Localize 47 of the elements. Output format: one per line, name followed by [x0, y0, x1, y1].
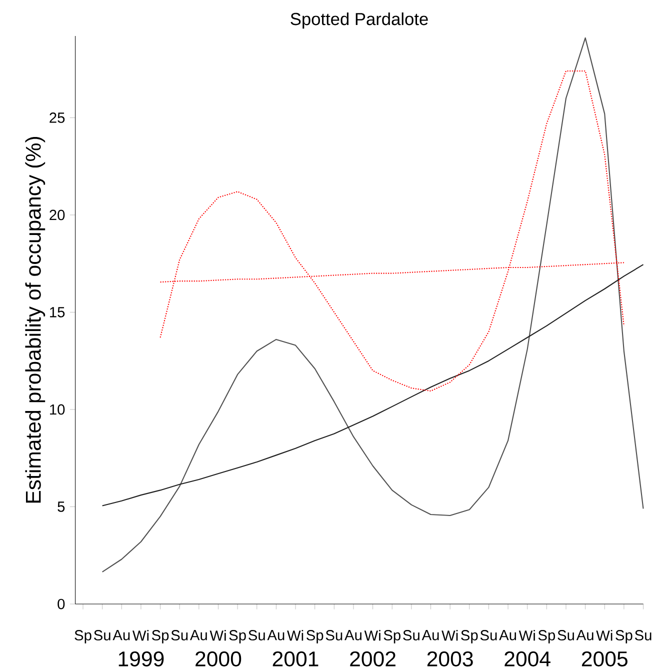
y-tick-label: 20 — [50, 210, 65, 220]
x-tick-label: Su — [94, 630, 110, 640]
x-tick-label: Wi — [518, 630, 535, 641]
text: 2003 — [427, 651, 473, 666]
chart-title: Spotted Pardalote — [290, 12, 428, 29]
text: 2000 — [196, 651, 242, 666]
x-tick-label: Sp — [152, 630, 169, 644]
y-tick-label: 25 — [50, 112, 65, 123]
x-tick-label: Su — [634, 630, 652, 640]
x-tick-label: Wi — [287, 630, 304, 641]
line-series — [102, 37, 644, 572]
y-tick-label: 10 — [50, 404, 65, 415]
x-tick-label: Au — [576, 630, 594, 640]
x-tick-label: Sp — [616, 630, 632, 644]
text: 2005 — [582, 651, 628, 666]
x-tick-label: Au — [190, 630, 207, 640]
x-tick-label: Su — [326, 630, 342, 640]
text: 2001 — [272, 651, 318, 666]
text: 2002 — [350, 651, 396, 666]
x-tick-label: Sp — [306, 630, 324, 644]
y-axis-title: Estimated probability of occupancy (%) — [25, 137, 46, 503]
x-tick-label: Au — [422, 630, 439, 640]
text: 2004 — [504, 651, 550, 666]
x-tick-label: Au — [267, 630, 284, 640]
y-tick-label: 5 — [58, 502, 65, 512]
x-tick-label: Au — [344, 630, 362, 640]
x-tick-label: Au — [112, 630, 130, 640]
y-tick-label: 15 — [50, 307, 65, 318]
x-tick-label: Sp — [461, 630, 478, 644]
x-tick-label: Su — [558, 630, 574, 640]
x-tick-label: Sp — [538, 630, 556, 644]
x-tick-label: Su — [248, 630, 265, 640]
x-tick-label: Su — [480, 630, 497, 640]
x-tick-label: Au — [499, 630, 516, 640]
y-tick-label: 0 — [58, 598, 65, 610]
x-tick-label: Wi — [132, 630, 149, 641]
x-tick-label: Sp — [229, 630, 246, 644]
x-tick-label: Su — [171, 630, 188, 640]
x-tick-label: Sp — [384, 630, 400, 644]
x-tick-label: Wi — [210, 630, 226, 641]
x-tick-label: Wi — [596, 630, 612, 641]
line-series — [102, 264, 644, 506]
x-tick-label: Su — [403, 630, 420, 640]
x-tick-label: Wi — [442, 630, 458, 641]
text: 1999 — [118, 651, 164, 666]
x-tick-label: Sp — [74, 630, 92, 644]
x-tick-label: Wi — [364, 630, 380, 641]
